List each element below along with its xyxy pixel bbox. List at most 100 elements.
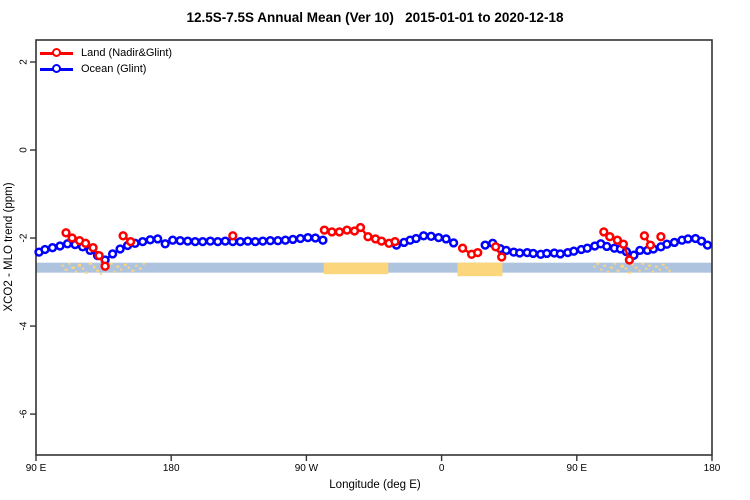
map-strip-island	[78, 263, 82, 267]
map-strip-island	[88, 262, 93, 265]
map-strip-island	[658, 268, 661, 271]
data-point	[433, 232, 444, 243]
map-strip-island	[75, 270, 78, 273]
data-point	[542, 248, 552, 259]
map-strip-island	[81, 267, 85, 270]
data-point	[55, 241, 65, 251]
legend: Land (Nadir&Glint) Ocean (Glint)	[40, 45, 172, 77]
data-point	[160, 239, 170, 249]
data-point	[100, 261, 110, 271]
x-tick-label: 90 E	[25, 463, 47, 474]
map-strip-island	[96, 269, 100, 272]
y-axis-title: XCO2 - MLO trend (ppm)	[3, 182, 15, 312]
map-strip-island	[123, 263, 127, 266]
map-strip-island	[131, 269, 135, 272]
data-point	[656, 232, 666, 242]
chart-title: 12.5S-7.5S Annual Mean (Ver 10) 2015-01-…	[186, 10, 564, 25]
data-point	[635, 245, 645, 256]
map-strip-island	[84, 271, 88, 274]
data-point	[515, 248, 525, 258]
data-point	[624, 255, 635, 265]
data-point	[612, 235, 623, 245]
map-strip-island	[64, 268, 68, 271]
data-point	[501, 245, 511, 256]
map-strip-island	[606, 270, 610, 273]
land-series-marker-icon	[40, 48, 73, 58]
data-point	[125, 236, 136, 247]
data-point	[528, 248, 538, 259]
data-point	[441, 234, 451, 244]
map-strip-island	[116, 265, 120, 268]
data-point	[273, 236, 283, 246]
legend-label-ocean: Ocean (Glint)	[81, 63, 147, 75]
map-strip-land	[323, 262, 389, 275]
x-tick-label: 180	[703, 463, 721, 474]
data-point	[355, 222, 366, 233]
x-tick-label: 0	[438, 463, 445, 474]
data-point	[411, 233, 421, 244]
data-point	[696, 236, 707, 246]
data-point	[390, 236, 400, 247]
data-point	[426, 231, 436, 241]
data-point	[363, 232, 373, 242]
data-point	[669, 237, 680, 248]
data-point	[318, 235, 328, 245]
data-point	[228, 231, 238, 241]
y-tick-label: 0	[18, 147, 30, 153]
map-strip-island	[109, 262, 113, 265]
map-strip-island	[665, 266, 668, 269]
data-point	[243, 236, 253, 246]
map-strip-island	[648, 264, 652, 267]
data-point	[662, 239, 672, 249]
data-point	[258, 236, 268, 246]
map-strip-island	[645, 267, 648, 270]
data-point	[213, 236, 223, 247]
map-strip-island	[113, 270, 116, 273]
data-point	[327, 227, 337, 237]
legend-label-land: Land (Nadir&Glint)	[81, 47, 173, 59]
map-strip-island	[661, 263, 665, 266]
data-point	[288, 234, 298, 245]
data-point	[118, 231, 128, 241]
x-tick-label: 90 W	[294, 463, 319, 474]
data-point	[145, 235, 155, 245]
data-point	[80, 238, 91, 248]
map-strip-island	[616, 269, 620, 272]
data-point	[303, 232, 313, 243]
data-point	[683, 234, 693, 244]
y-tick-label: 2	[18, 59, 30, 65]
map-strip-island	[93, 265, 96, 269]
map-strip-island	[613, 262, 616, 265]
y-tick-label: -6	[18, 409, 30, 419]
map-strip-island	[624, 267, 628, 270]
data-point	[645, 240, 656, 250]
data-point	[205, 236, 215, 246]
data-point	[639, 231, 650, 241]
map-strip-island	[600, 268, 603, 271]
data-point	[40, 244, 50, 255]
map-strip-island	[138, 267, 142, 270]
map-strip-island	[668, 269, 671, 272]
data-point	[183, 236, 193, 246]
data-point	[115, 244, 125, 254]
data-point	[602, 241, 612, 252]
data-point	[94, 250, 104, 261]
data-point	[61, 228, 71, 238]
data-point	[599, 227, 609, 237]
x-axis-title: Longitude (deg E)	[329, 479, 421, 491]
map-strip-island	[61, 264, 64, 267]
data-point	[418, 231, 429, 241]
data-point	[473, 247, 483, 258]
data-point	[220, 236, 230, 246]
map-strip-island	[651, 270, 655, 273]
data-point	[295, 233, 306, 244]
data-point	[582, 243, 592, 253]
data-point	[555, 249, 565, 259]
data-point	[250, 236, 260, 247]
y-tick-label: -4	[18, 321, 30, 331]
data-point	[491, 242, 501, 252]
data-point	[448, 238, 459, 248]
data-point	[168, 235, 178, 245]
map-strip-island	[620, 264, 625, 268]
data-point	[605, 232, 615, 242]
